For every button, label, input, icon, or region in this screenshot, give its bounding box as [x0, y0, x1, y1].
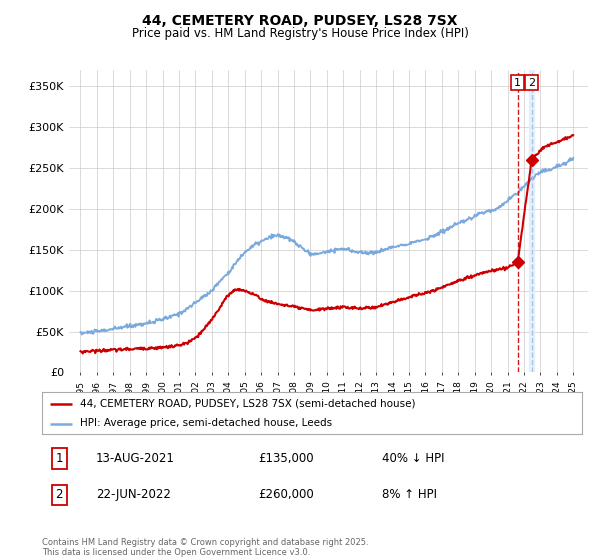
Bar: [529, 70, 534, 372]
Text: 1: 1: [56, 452, 63, 465]
Text: 2: 2: [56, 488, 63, 501]
Text: Price paid vs. HM Land Registry's House Price Index (HPI): Price paid vs. HM Land Registry's House …: [131, 27, 469, 40]
Text: 8% ↑ HPI: 8% ↑ HPI: [382, 488, 437, 501]
Text: 44, CEMETERY ROAD, PUDSEY, LS28 7SX (semi-detached house): 44, CEMETERY ROAD, PUDSEY, LS28 7SX (sem…: [80, 399, 415, 409]
Text: £135,000: £135,000: [258, 452, 314, 465]
Text: 1: 1: [514, 78, 521, 87]
Text: £260,000: £260,000: [258, 488, 314, 501]
Text: 2: 2: [528, 78, 535, 87]
Text: 40% ↓ HPI: 40% ↓ HPI: [382, 452, 445, 465]
Text: 13-AUG-2021: 13-AUG-2021: [96, 452, 175, 465]
Text: 22-JUN-2022: 22-JUN-2022: [96, 488, 171, 501]
Text: 44, CEMETERY ROAD, PUDSEY, LS28 7SX: 44, CEMETERY ROAD, PUDSEY, LS28 7SX: [142, 14, 458, 28]
Text: HPI: Average price, semi-detached house, Leeds: HPI: Average price, semi-detached house,…: [80, 418, 332, 428]
Text: Contains HM Land Registry data © Crown copyright and database right 2025.
This d: Contains HM Land Registry data © Crown c…: [42, 538, 368, 557]
